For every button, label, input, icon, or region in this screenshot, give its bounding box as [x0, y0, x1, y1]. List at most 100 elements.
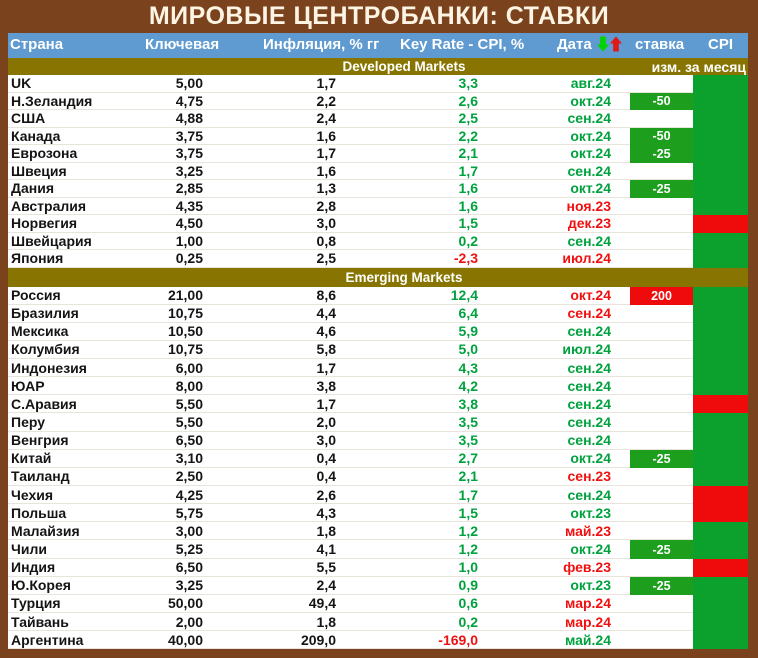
rate-change-badge: -50 — [630, 127, 693, 145]
country-cell: Еврозона — [8, 145, 118, 163]
col-header-key-rate: Ключевая — [145, 36, 220, 53]
key-rate-cell: 2,50 — [118, 468, 205, 487]
gap-cell — [613, 305, 630, 323]
table-row: Бразилия 10,75 4,4 6,4 сен.24 — [8, 304, 748, 323]
table-row: Швейцария 1,00 0,8 0,2 сен.24 — [8, 232, 748, 250]
inflation-cell: 4,3 — [205, 504, 338, 523]
rate-minus-cpi-cell: 1,2 — [338, 522, 480, 541]
cpi-change-cell — [693, 413, 748, 432]
country-cell: Норвегия — [8, 215, 118, 233]
date-cell: окт.24 — [480, 450, 613, 468]
rate-minus-cpi-cell: 3,5 — [338, 432, 480, 450]
rate-change-badge — [630, 377, 693, 396]
gap-cell — [613, 233, 630, 250]
rate-minus-cpi-cell: 0,2 — [338, 233, 480, 250]
cpi-change-cell — [693, 180, 748, 198]
section-header: Developed Markets изм. за месяц — [8, 58, 748, 75]
inflation-cell: 2,4 — [205, 110, 338, 128]
date-cell: сен.24 — [480, 413, 613, 432]
inflation-cell: 5,8 — [205, 341, 338, 360]
inflation-cell: 4,4 — [205, 305, 338, 323]
rate-minus-cpi-cell: 2,1 — [338, 145, 480, 163]
key-rate-cell: 10,50 — [118, 323, 205, 341]
country-cell: Индия — [8, 559, 118, 577]
date-sort-arrows — [597, 36, 622, 52]
inflation-cell: 3,0 — [205, 432, 338, 450]
table-row: Турция 50,00 49,4 0,6 мар.24 — [8, 594, 748, 614]
table-row: Чили 5,25 4,1 1,2 окт.24 -25 — [8, 540, 748, 559]
gap-cell — [613, 198, 630, 215]
rate-change-badge — [630, 432, 693, 450]
cpi-change-cell — [693, 522, 748, 541]
cpi-change-cell — [693, 340, 748, 360]
table-row: Аргентина 40,00 209,0 -169,0 май.24 — [8, 631, 748, 650]
date-cell: сен.24 — [480, 377, 613, 396]
rate-minus-cpi-cell: 1,0 — [338, 559, 480, 577]
col-header-cpi: CPI — [708, 36, 734, 53]
rate-minus-cpi-cell: 1,6 — [338, 180, 480, 198]
country-cell: Австралия — [8, 198, 118, 215]
key-rate-cell: 3,00 — [118, 522, 205, 541]
col-header-country: Страна — [10, 36, 64, 53]
gap-cell — [613, 128, 630, 145]
country-cell: Н.Зеландия — [8, 93, 118, 110]
key-rate-cell: 3,75 — [118, 145, 205, 163]
date-cell: сен.24 — [480, 486, 613, 505]
key-rate-cell: 3,75 — [118, 128, 205, 145]
cpi-change-cell — [693, 232, 748, 250]
table-row: Н.Зеландия 4,75 2,2 2,6 окт.24 -50 — [8, 92, 748, 110]
table-row: UK 5,00 1,7 3,3 авг.24 — [8, 75, 748, 93]
section-label: Emerging Markets — [345, 269, 463, 285]
section-header: Emerging Markets — [8, 267, 748, 287]
date-cell: май.23 — [480, 522, 613, 541]
rate-change-badge — [630, 323, 693, 341]
gap-cell — [613, 468, 630, 487]
cpi-change-cell — [693, 75, 748, 93]
table-row: Таиланд 2,50 0,4 2,1 сен.23 — [8, 467, 748, 487]
date-cell: ноя.23 — [480, 198, 613, 215]
inflation-cell: 1,6 — [205, 128, 338, 145]
country-cell: Индонезия — [8, 359, 118, 378]
country-cell: Бразилия — [8, 305, 118, 323]
country-cell: С.Аравия — [8, 395, 118, 414]
rate-minus-cpi-cell: 2,7 — [338, 450, 480, 468]
rate-minus-cpi-cell: 4,2 — [338, 377, 480, 396]
key-rate-cell: 4,35 — [118, 198, 205, 215]
country-cell: Чехия — [8, 486, 118, 505]
rate-minus-cpi-cell: 6,4 — [338, 305, 480, 323]
country-cell: Швейцария — [8, 233, 118, 250]
rate-minus-cpi-cell: 1,5 — [338, 504, 480, 523]
table-row: Малайзия 3,00 1,8 1,2 май.23 — [8, 522, 748, 541]
cpi-change-cell — [693, 613, 748, 632]
cpi-change-cell — [693, 431, 748, 450]
table-body: Developed Markets изм. за месяц UK 5,00 1,7 3… — [8, 58, 748, 650]
date-cell: сен.24 — [480, 432, 613, 450]
inflation-cell: 1,7 — [205, 359, 338, 378]
table-row: Еврозона 3,75 1,7 2,1 окт.24 -25 — [8, 145, 748, 163]
country-cell: ЮАР — [8, 377, 118, 396]
inflation-cell: 8,6 — [205, 287, 338, 305]
rate-change-badge — [630, 468, 693, 487]
cpi-change-cell — [693, 558, 748, 577]
date-cell: окт.24 — [480, 180, 613, 198]
date-cell: дек.23 — [480, 215, 613, 233]
date-cell: сен.24 — [480, 323, 613, 341]
table-row: Польша 5,75 4,3 1,5 окт.23 — [8, 504, 748, 523]
gap-cell — [613, 486, 630, 505]
date-cell: сен.24 — [480, 233, 613, 250]
cpi-change-cell — [693, 576, 748, 595]
country-cell: Китай — [8, 450, 118, 468]
country-cell: Япония — [8, 250, 118, 268]
cpi-change-cell — [693, 286, 748, 305]
table-row: Ю.Корея 3,25 2,4 0,9 окт.23 -25 — [8, 576, 748, 595]
rate-change-badge: -25 — [630, 180, 693, 198]
key-rate-cell: 4,25 — [118, 486, 205, 505]
country-cell: Чили — [8, 540, 118, 559]
cpi-change-cell — [693, 145, 748, 163]
key-rate-cell: 8,00 — [118, 377, 205, 396]
key-rate-cell: 1,00 — [118, 233, 205, 250]
cpi-change-cell — [693, 486, 748, 505]
rate-minus-cpi-cell: 1,7 — [338, 486, 480, 505]
table-row: Индия 6,50 5,5 1,0 фев.23 — [8, 558, 748, 577]
table-row: Чехия 4,25 2,6 1,7 сен.24 — [8, 486, 748, 505]
